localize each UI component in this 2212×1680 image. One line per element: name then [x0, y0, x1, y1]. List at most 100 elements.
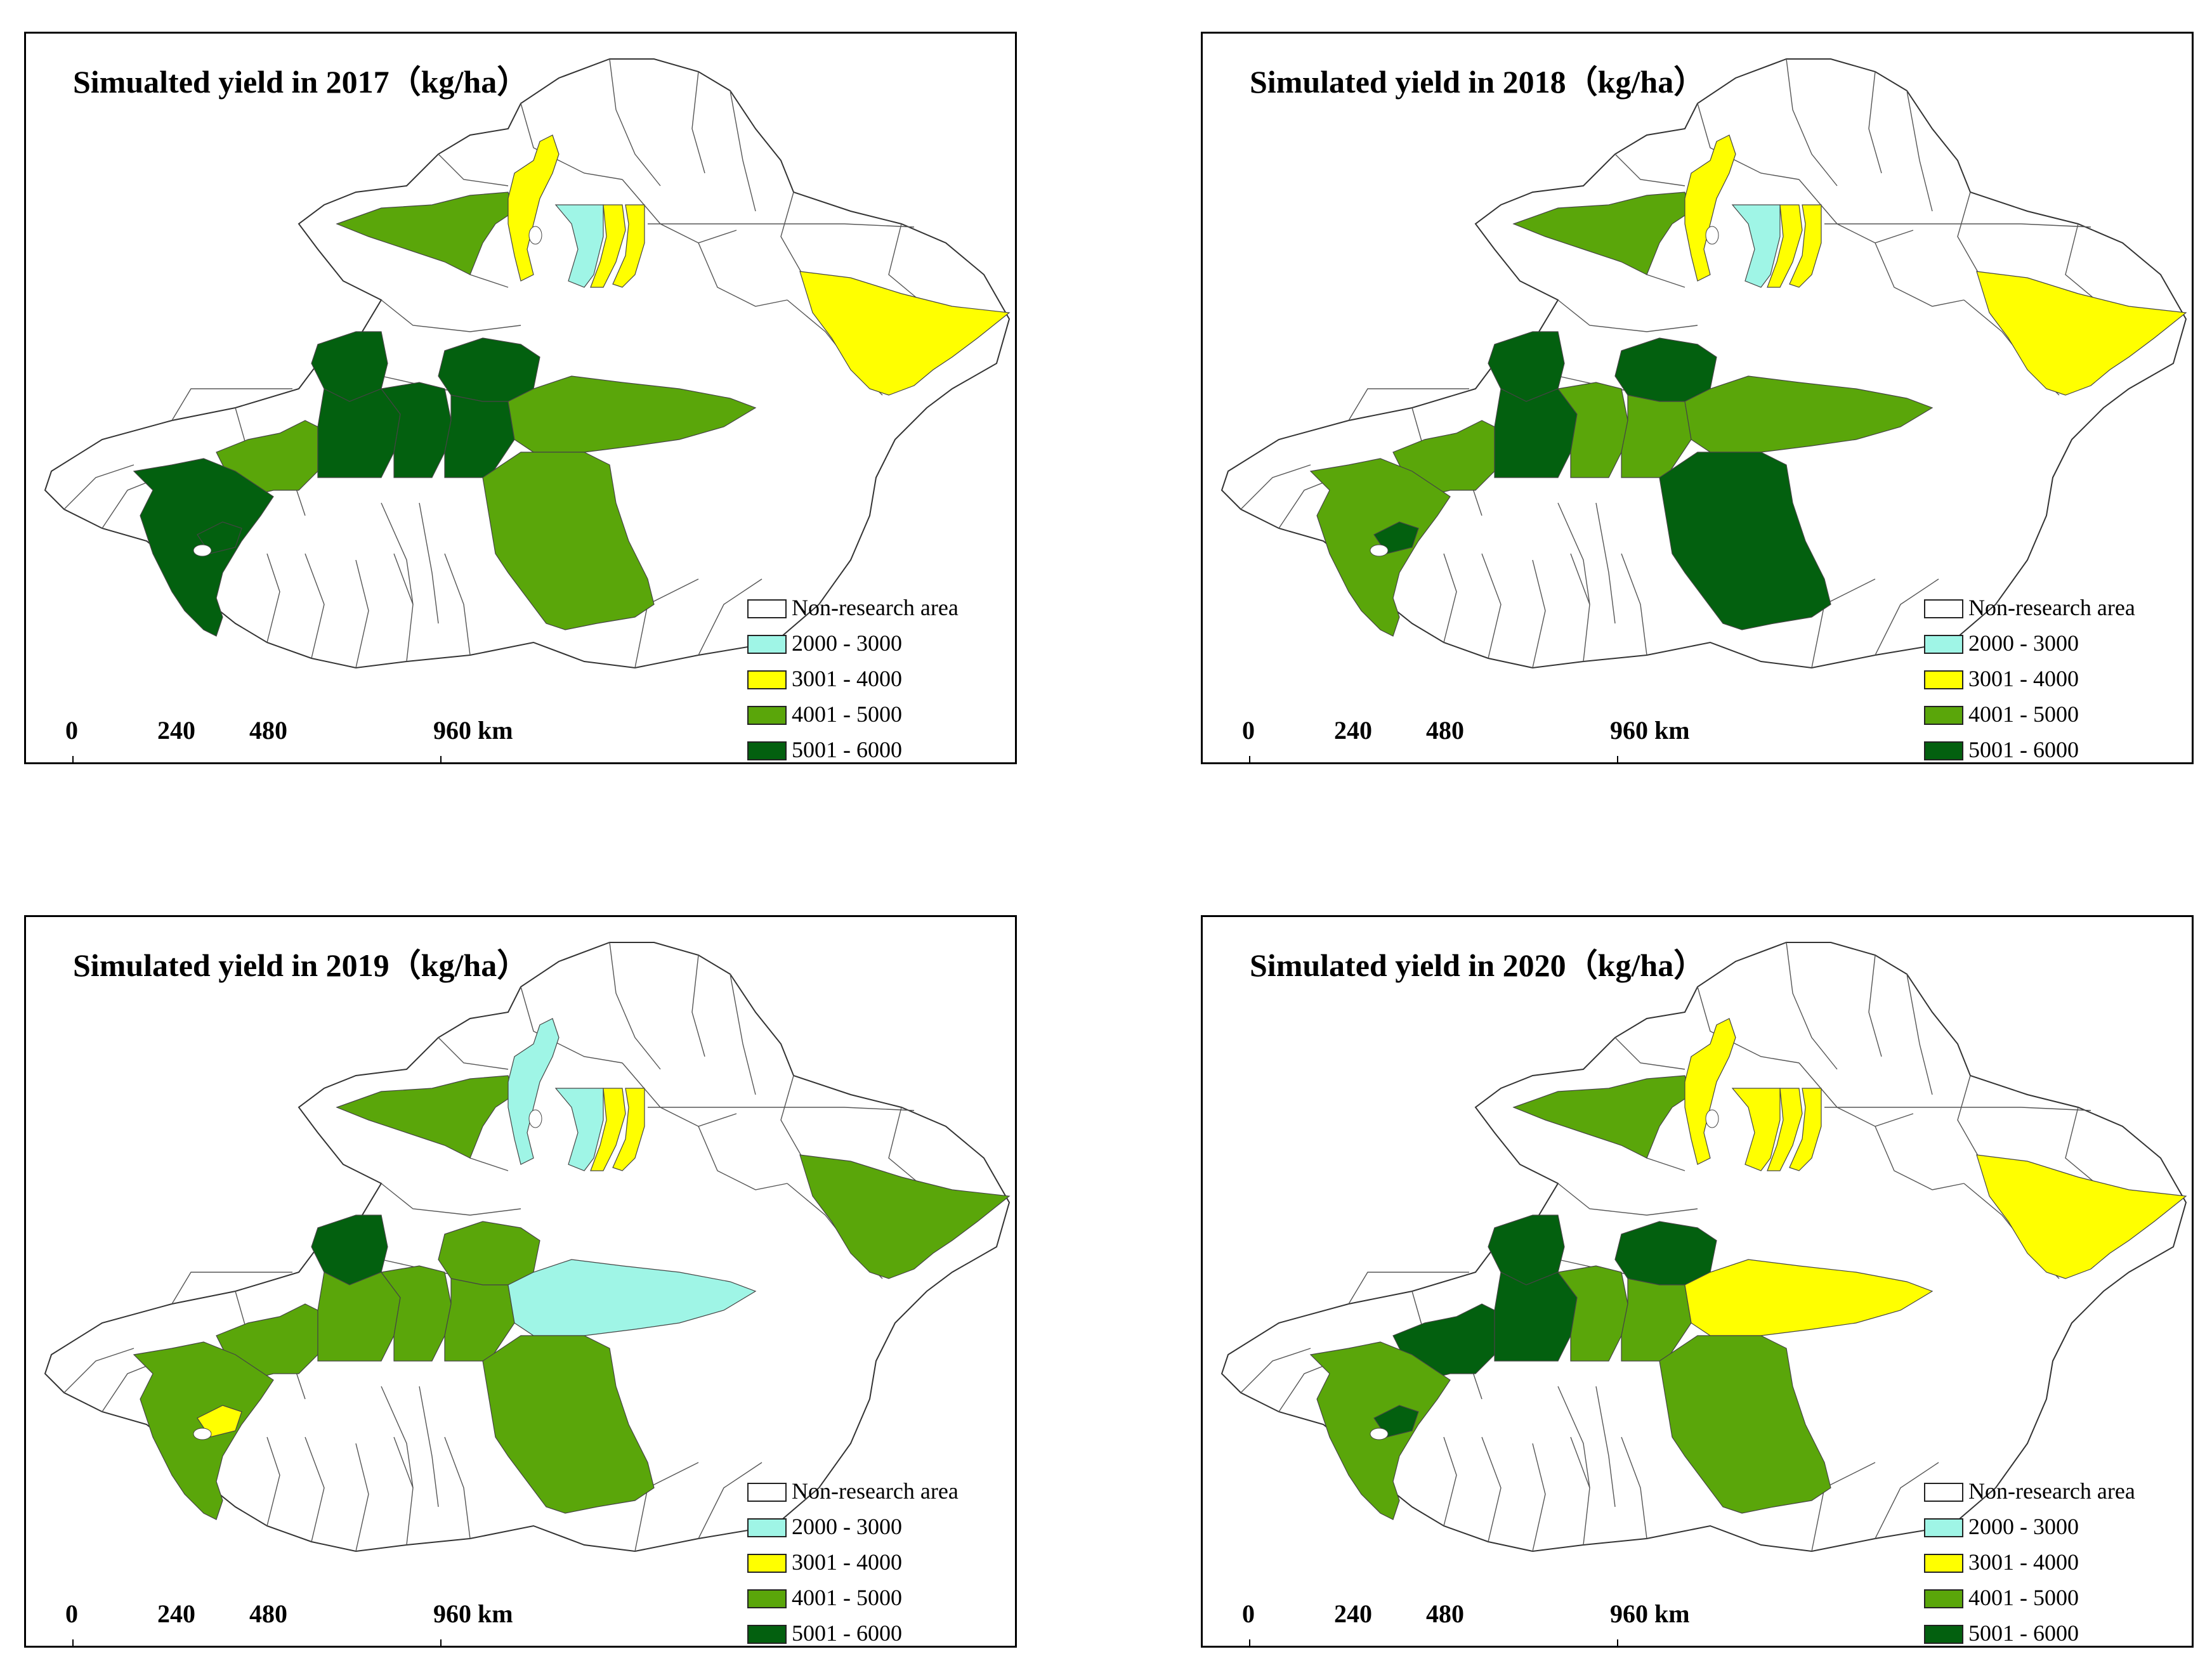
- region-r-north-c1: [507, 1018, 560, 1165]
- county-boundary: [63, 464, 134, 510]
- region-r-east: [799, 1154, 1011, 1279]
- scale-bar: 0 240 480 960 km: [1242, 715, 1692, 762]
- legend-swatch: [747, 1625, 787, 1644]
- county-boundary: [438, 153, 509, 186]
- county-boundary: [698, 242, 788, 307]
- scale-tick-label: 480: [249, 1599, 287, 1628]
- county-boundary: [1824, 223, 2091, 228]
- lake-spot: [193, 1428, 212, 1440]
- scale-tick-label: 960 km: [1610, 1599, 1690, 1628]
- region-r-csouth: [482, 452, 655, 630]
- legend-swatch: [747, 706, 787, 725]
- region-r-north-c2: [554, 1088, 604, 1171]
- legend-swatch: [1924, 1625, 1963, 1644]
- scale-tick-label: 480: [1426, 716, 1464, 745]
- scale-tick-label: 480: [1426, 1599, 1464, 1628]
- scale-tick-label: 240: [1334, 1599, 1372, 1628]
- region-r-north-strip-w: [1512, 192, 1692, 275]
- legend-swatch: [1924, 1518, 1963, 1537]
- legend-swatch: [747, 1483, 787, 1502]
- region-r-north-c2: [1731, 204, 1781, 288]
- map-svg: [44, 58, 1011, 669]
- county-boundary: [1240, 1348, 1311, 1393]
- county-boundary: [1481, 553, 1502, 659]
- county-boundary: [520, 103, 623, 180]
- county-boundary: [1557, 502, 1590, 605]
- county-boundary: [381, 502, 414, 605]
- county-boundary: [171, 388, 292, 421]
- county-boundary: [1824, 1107, 2091, 1111]
- legend-swatch: [1924, 670, 1963, 689]
- county-boundary: [1557, 1386, 1590, 1488]
- scale-line: [1249, 1639, 1618, 1646]
- region-r-north-c1: [507, 134, 560, 282]
- region-r-east: [1976, 271, 2187, 396]
- county-boundary: [648, 223, 915, 228]
- county-boundary: [648, 1107, 915, 1111]
- lake-spot: [193, 544, 212, 557]
- legend-swatch: [1924, 1483, 1963, 1502]
- region-r-cw-b: [1494, 1272, 1578, 1362]
- region-r-north-strip-w: [336, 1075, 515, 1159]
- county-boundary: [730, 973, 756, 1095]
- scale-tick-label: 240: [157, 1599, 195, 1628]
- county-boundary: [1868, 954, 1882, 1057]
- county-boundary: [304, 553, 325, 659]
- county-boundary: [1906, 90, 1933, 212]
- region-r-cw-d: [438, 337, 540, 402]
- region-r-north-c3: [1767, 1088, 1803, 1171]
- region-r-north-c4: [612, 1088, 645, 1171]
- region-r-north-c3: [1767, 204, 1803, 288]
- legend-item: 3001 - 4000: [747, 663, 1007, 698]
- legend-item: 4001 - 5000: [1924, 1582, 2184, 1617]
- legend-label: 2000 - 3000: [792, 1514, 902, 1539]
- legend-label: Non-research area: [792, 595, 959, 620]
- county-boundary: [1557, 1183, 1698, 1216]
- scale-tick-label: 960 km: [433, 716, 513, 745]
- legend-item: 2000 - 3000: [1924, 1511, 2184, 1546]
- county-boundary: [730, 90, 756, 212]
- region-r-csouth: [1659, 1335, 1831, 1514]
- county-boundary: [520, 986, 623, 1064]
- panel-title: Simualted yield in 2017（kg/ha）: [73, 64, 529, 100]
- lake-spot: [1705, 1109, 1719, 1128]
- legend-label: 4001 - 5000: [792, 1585, 902, 1610]
- lake-spot: [1370, 1428, 1389, 1440]
- legend-swatch: [747, 1589, 787, 1608]
- region-r-cw-d: [438, 1221, 540, 1286]
- map-panel-2019: Simulated yield in 2019（kg/ha） Non-resea…: [24, 915, 1017, 1648]
- legend-item: 3001 - 4000: [1924, 663, 2184, 698]
- county-boundary: [419, 1386, 439, 1507]
- county-boundary: [1443, 1436, 1457, 1527]
- region-r-north-strip-w: [336, 192, 515, 275]
- legend-swatch: [747, 741, 787, 760]
- region-r-north-c1: [1684, 134, 1736, 282]
- scale-tick-label: 240: [157, 716, 195, 745]
- legend-item: Non-research area: [747, 592, 1007, 627]
- scale-line: [72, 1639, 442, 1646]
- legend-swatch: [1924, 635, 1963, 654]
- legend: Non-research area 2000 - 3000 3001 - 4000 4…: [747, 1475, 1007, 1646]
- county-boundary: [1595, 502, 1616, 624]
- legend-item: 5001 - 6000: [747, 1617, 1007, 1646]
- lake-spot: [528, 1109, 542, 1128]
- county-boundary: [1621, 1436, 1647, 1539]
- county-boundary: [1614, 153, 1685, 186]
- county-boundary: [1443, 553, 1457, 643]
- county-boundary: [1557, 299, 1698, 332]
- lake-spot: [1370, 544, 1389, 557]
- region-r-csouth: [482, 1335, 655, 1514]
- legend-label: 5001 - 6000: [1968, 737, 2079, 762]
- legend-item: 4001 - 5000: [747, 1582, 1007, 1617]
- scale-line: [72, 756, 442, 762]
- legend-label: 4001 - 5000: [1968, 701, 2079, 727]
- county-boundary: [698, 578, 762, 656]
- legend-swatch: [747, 1554, 787, 1573]
- county-boundary: [1614, 1037, 1685, 1070]
- legend-label: Non-research area: [792, 1478, 959, 1504]
- county-boundary: [355, 1443, 369, 1552]
- legend-swatch: [1924, 1589, 1963, 1608]
- county-boundary: [609, 942, 661, 1070]
- county-boundary: [1697, 103, 1800, 180]
- county-boundary: [438, 1037, 509, 1070]
